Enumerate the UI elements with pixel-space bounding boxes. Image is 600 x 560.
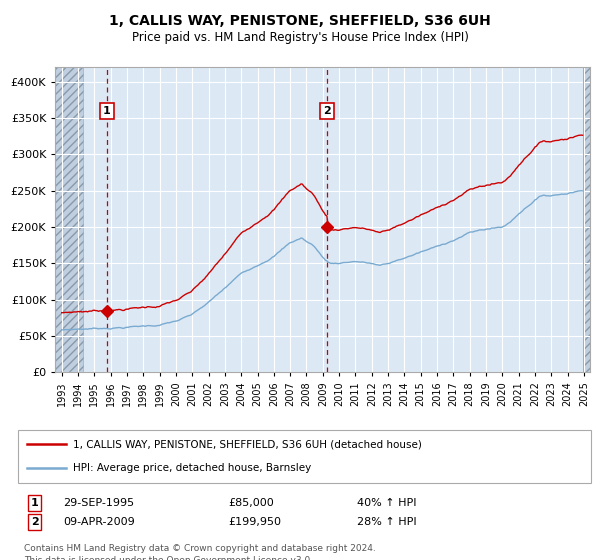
Bar <box>55 67 83 372</box>
Text: 09-APR-2009: 09-APR-2009 <box>63 517 135 527</box>
Text: Contains HM Land Registry data © Crown copyright and database right 2024.
This d: Contains HM Land Registry data © Crown c… <box>24 544 376 560</box>
Bar <box>55 67 83 372</box>
Text: Price paid vs. HM Land Registry's House Price Index (HPI): Price paid vs. HM Land Registry's House … <box>131 31 469 44</box>
Text: £199,950: £199,950 <box>228 517 281 527</box>
Text: 1: 1 <box>103 106 110 116</box>
Text: 2: 2 <box>31 517 38 527</box>
Text: 1: 1 <box>31 498 38 508</box>
Text: 2: 2 <box>323 106 331 116</box>
Bar <box>584 67 590 372</box>
Text: 1, CALLIS WAY, PENISTONE, SHEFFIELD, S36 6UH (detached house): 1, CALLIS WAY, PENISTONE, SHEFFIELD, S36… <box>73 440 422 450</box>
Text: 29-SEP-1995: 29-SEP-1995 <box>63 498 134 508</box>
Text: 1, CALLIS WAY, PENISTONE, SHEFFIELD, S36 6UH: 1, CALLIS WAY, PENISTONE, SHEFFIELD, S36… <box>109 14 491 28</box>
Text: £85,000: £85,000 <box>228 498 274 508</box>
Text: 40% ↑ HPI: 40% ↑ HPI <box>357 498 416 508</box>
Bar <box>584 67 590 372</box>
Text: HPI: Average price, detached house, Barnsley: HPI: Average price, detached house, Barn… <box>73 463 311 473</box>
Text: 28% ↑ HPI: 28% ↑ HPI <box>357 517 416 527</box>
